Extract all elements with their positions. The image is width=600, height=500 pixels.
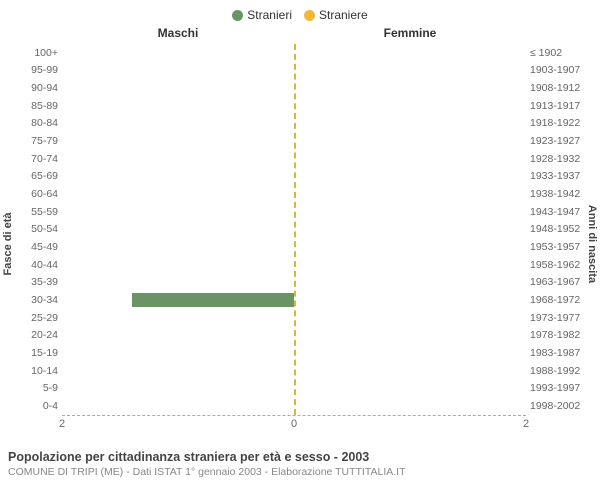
title-femmine: Femmine	[384, 26, 437, 40]
chart-row: 10-141988-1992	[62, 362, 526, 380]
age-label: 100+	[14, 47, 58, 59]
chart-row: 85-891913-1917	[62, 97, 526, 115]
x-tick: 2	[59, 418, 65, 430]
year-label: 1953-1957	[530, 241, 592, 253]
chart: Fasce di età Anni di nascita 100+≤ 19029…	[0, 44, 600, 444]
chart-row: 90-941908-1912	[62, 79, 526, 97]
chart-row: 20-241978-1982	[62, 327, 526, 345]
age-label: 75-79	[14, 135, 58, 147]
age-label: 10-14	[14, 365, 58, 377]
chart-row: 35-391963-1967	[62, 274, 526, 292]
chart-row: 100+≤ 1902	[62, 44, 526, 62]
year-label: 1973-1977	[530, 312, 592, 324]
year-label: 1943-1947	[530, 206, 592, 218]
chart-row: 95-991903-1907	[62, 62, 526, 80]
year-label: 1938-1942	[530, 188, 592, 200]
year-label: 1913-1917	[530, 100, 592, 112]
age-label: 85-89	[14, 100, 58, 112]
year-label: 1958-1962	[530, 259, 592, 271]
age-label: 5-9	[14, 382, 58, 394]
year-label: 1933-1937	[530, 170, 592, 182]
chart-row: 15-191983-1987	[62, 344, 526, 362]
chart-row: 75-791923-1927	[62, 132, 526, 150]
legend-item: Stranieri	[232, 8, 292, 22]
year-label: 1908-1912	[530, 82, 592, 94]
age-label: 65-69	[14, 170, 58, 182]
chart-row: 65-691933-1937	[62, 168, 526, 186]
age-label: 50-54	[14, 223, 58, 235]
year-label: 1903-1907	[530, 64, 592, 76]
legend-dot-icon	[304, 10, 315, 21]
chart-row: 40-441958-1962	[62, 256, 526, 274]
chart-row: 50-541948-1952	[62, 221, 526, 239]
chart-row: 80-841918-1922	[62, 115, 526, 133]
title-maschi: Maschi	[158, 26, 199, 40]
age-label: 70-74	[14, 153, 58, 165]
chart-row: 0-41998-2002	[62, 397, 526, 415]
chart-row: 25-291973-1977	[62, 309, 526, 327]
legend-item: Straniere	[304, 8, 368, 22]
age-label: 80-84	[14, 117, 58, 129]
age-label: 0-4	[14, 400, 58, 412]
footer-title: Popolazione per cittadinanza straniera p…	[8, 450, 592, 464]
year-label: 1998-2002	[530, 400, 592, 412]
chart-row: 5-91993-1997	[62, 380, 526, 398]
chart-row: 30-341968-1972	[62, 291, 526, 309]
year-label: 1918-1922	[530, 117, 592, 129]
legend-label: Straniere	[319, 8, 368, 22]
age-label: 60-64	[14, 188, 58, 200]
chart-row: 60-641938-1942	[62, 185, 526, 203]
x-axis: 2 0 2	[62, 418, 526, 432]
titles-row: Maschi Femmine	[0, 26, 600, 44]
year-label: 1983-1987	[530, 347, 592, 359]
year-label: 1968-1972	[530, 294, 592, 306]
age-label: 90-94	[14, 82, 58, 94]
chart-row: 45-491953-1957	[62, 238, 526, 256]
year-label: 1923-1927	[530, 135, 592, 147]
footer: Popolazione per cittadinanza straniera p…	[0, 444, 600, 478]
year-label: 1928-1932	[530, 153, 592, 165]
age-label: 30-34	[14, 294, 58, 306]
x-tick: 2	[523, 418, 529, 430]
age-label: 45-49	[14, 241, 58, 253]
y-left-axis-label: Fasce di età	[2, 213, 14, 276]
bar-male	[132, 293, 294, 307]
age-label: 55-59	[14, 206, 58, 218]
legend: Stranieri Straniere	[0, 0, 600, 26]
age-label: 40-44	[14, 259, 58, 271]
footer-subtitle: COMUNE DI TRIPI (ME) - Dati ISTAT 1° gen…	[8, 466, 592, 478]
year-label: 1988-1992	[530, 365, 592, 377]
chart-row: 70-741928-1932	[62, 150, 526, 168]
year-label: 1948-1952	[530, 223, 592, 235]
age-label: 25-29	[14, 312, 58, 324]
age-label: 95-99	[14, 64, 58, 76]
chart-row: 55-591943-1947	[62, 203, 526, 221]
year-label: 1963-1967	[530, 276, 592, 288]
age-label: 35-39	[14, 276, 58, 288]
x-tick: 0	[291, 418, 297, 430]
year-label: 1978-1982	[530, 329, 592, 341]
year-label: 1993-1997	[530, 382, 592, 394]
legend-dot-icon	[232, 10, 243, 21]
year-label: ≤ 1902	[530, 47, 592, 59]
age-label: 20-24	[14, 329, 58, 341]
plot-area: 100+≤ 190295-991903-190790-941908-191285…	[62, 44, 526, 416]
legend-label: Stranieri	[247, 8, 292, 22]
age-label: 15-19	[14, 347, 58, 359]
